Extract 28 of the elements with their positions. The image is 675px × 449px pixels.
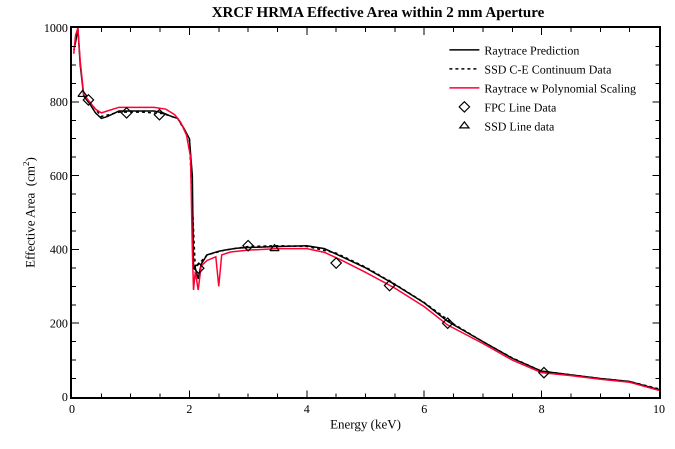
x-tick-label: 8 (538, 402, 545, 416)
point (154, 108, 166, 121)
chart-title: XRCF HRMA Effective Area within 2 mm Aperture (212, 5, 545, 22)
point (538, 366, 550, 378)
y-tick-label: 600 (50, 168, 68, 183)
point (120, 107, 132, 119)
point (77, 90, 88, 98)
point (242, 240, 254, 252)
x-tick-label: 4 (304, 402, 310, 416)
point (82, 94, 94, 106)
legend-label: Raytrace Prediction (484, 44, 580, 58)
y-tick-label: 0 (62, 390, 68, 404)
legend-label: SSD Line data (484, 120, 556, 134)
y-tick-label: 400 (50, 242, 68, 257)
legend-label: SSD C-E Continuum Data (484, 62, 612, 77)
y-tick-label: 1000 (44, 21, 68, 36)
y-tick-label: 800 (50, 95, 68, 109)
x-tick-label: 10 (653, 402, 665, 416)
point (442, 317, 454, 329)
x-tick-label: 6 (421, 402, 428, 416)
x-tick-label: 2 (186, 402, 192, 416)
point (192, 262, 205, 274)
legend-label: FPC Line Data (484, 100, 558, 115)
point (330, 257, 342, 269)
legend-label: Raytrace w Polynomial Scaling (484, 82, 636, 96)
x-axis-title: Energy (keV) (330, 416, 401, 432)
point (384, 280, 396, 292)
y-tick-label: 200 (50, 316, 68, 330)
